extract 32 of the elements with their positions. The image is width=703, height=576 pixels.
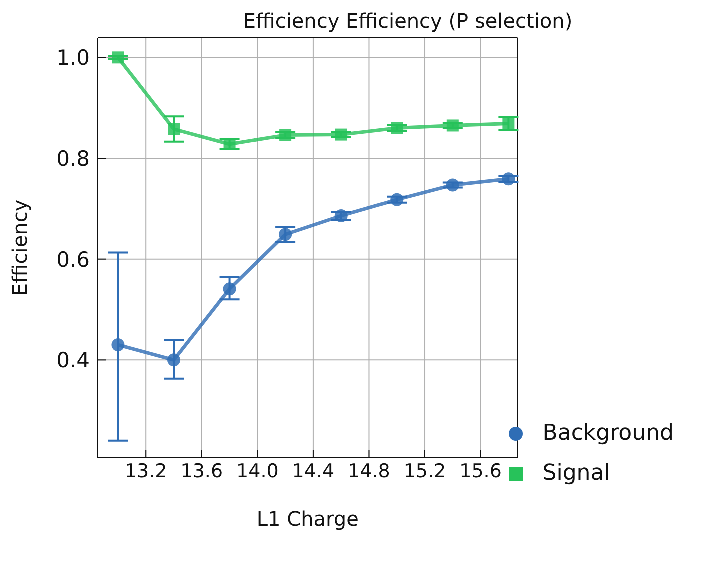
legend-label: Signal [542, 461, 610, 486]
point [446, 120, 459, 132]
legend-label: Background [542, 421, 674, 446]
point [334, 209, 348, 222]
y-tick-label: 0.8 [56, 146, 90, 171]
y-axis-title: Efficiency [8, 200, 32, 296]
y-tick-label: 1.0 [56, 46, 90, 70]
x-tick-label: 13.6 [180, 460, 224, 482]
point [390, 193, 404, 206]
x-tick-label: 13.2 [124, 460, 168, 482]
x-axis-title: L1 Charge [256, 507, 359, 531]
point [280, 129, 292, 142]
point [168, 354, 180, 367]
x-tick-label: 14.4 [292, 460, 335, 482]
y-tick-label: 0.6 [56, 248, 90, 272]
point [168, 123, 180, 136]
point [279, 228, 292, 242]
chart-title: Efficiency Efficiency (P selection) [243, 9, 573, 33]
point [224, 138, 236, 150]
point [112, 52, 124, 64]
point [502, 172, 516, 186]
point [223, 282, 236, 296]
point [335, 128, 348, 141]
y-tick-label: 0.4 [56, 348, 90, 373]
x-tick-label: 14.8 [348, 460, 390, 482]
x-tick-label: 15.6 [460, 460, 502, 482]
point [391, 122, 404, 134]
x-tick-label: 15.2 [404, 460, 446, 482]
point [112, 338, 125, 352]
point [502, 118, 515, 130]
x-tick-label: 14.0 [236, 460, 279, 482]
point [446, 178, 460, 192]
